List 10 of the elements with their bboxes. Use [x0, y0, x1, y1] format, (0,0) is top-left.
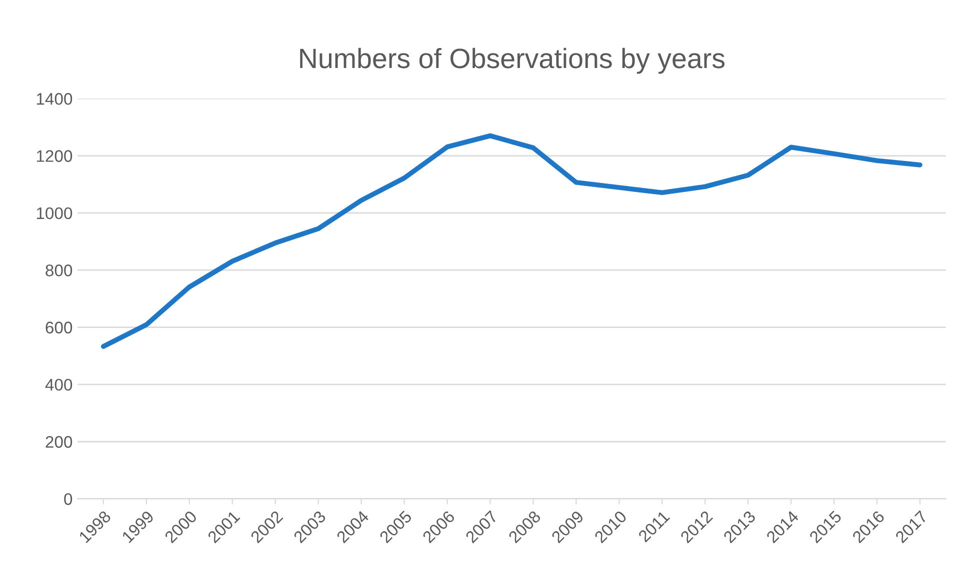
- y-tick-label: 0: [64, 493, 72, 506]
- y-tick-label: 600: [46, 322, 72, 334]
- y-tick-label: 400: [45, 378, 72, 391]
- y-tick-label: 800: [46, 264, 72, 276]
- y-tick-label: 1400: [36, 93, 72, 105]
- y-tick-label: 200: [46, 436, 72, 448]
- y-tick-label: 1200: [36, 150, 72, 162]
- y-tick-label: 1000: [36, 207, 72, 220]
- line-series: [100, 133, 922, 349]
- chart-title: Numbers of Observations by years: [300, 48, 725, 74]
